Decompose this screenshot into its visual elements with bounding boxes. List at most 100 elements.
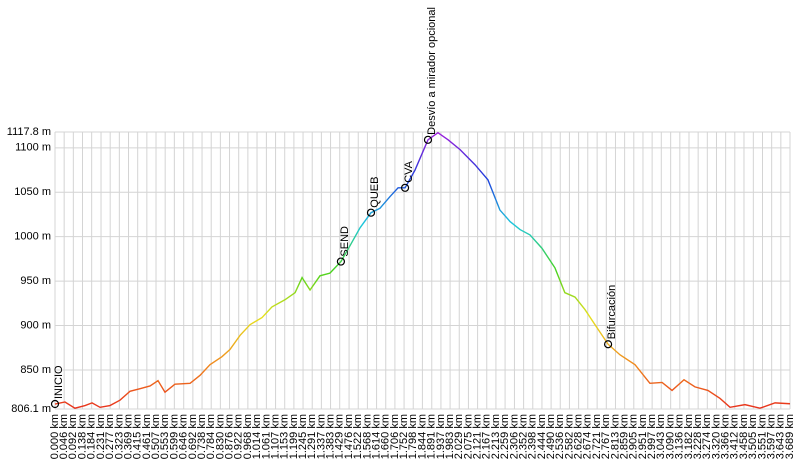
- x-tick-label: 2.767 km: [600, 414, 612, 459]
- waypoint: [50, 399, 60, 409]
- waypoint: [336, 257, 346, 266]
- x-tick-label: 2.306 km: [508, 414, 520, 459]
- x-tick-label: 1.061 km: [260, 414, 272, 459]
- x-tick-label: 2.352 km: [518, 414, 530, 459]
- x-tick-label: 1.429 km: [334, 414, 346, 459]
- x-tick-label: 3.090 km: [665, 414, 677, 459]
- x-tick-label: 1.476 km: [343, 414, 355, 459]
- y-tick-label: 1100 m: [15, 142, 51, 154]
- x-tick-label: 0.461 km: [141, 414, 153, 459]
- x-tick-label: 3.597 km: [766, 414, 778, 459]
- y-tick-label: 900 m: [20, 319, 51, 331]
- x-tick-label: 1.891 km: [426, 414, 438, 459]
- waypoint: [400, 183, 410, 192]
- x-tick-label: 0.415 km: [132, 414, 144, 459]
- x-tick-label: 1.568 km: [361, 414, 373, 459]
- x-tick-label: 1.983 km: [444, 414, 456, 459]
- x-tick-label: 2.905 km: [628, 414, 640, 459]
- waypoint: [366, 208, 376, 217]
- x-tick-label: 1.614 km: [370, 414, 382, 459]
- x-tick-label: 3.228 km: [692, 414, 704, 459]
- waypoint-label: QUEB: [369, 177, 381, 208]
- x-tick-label: 2.582 km: [563, 414, 575, 459]
- x-tick-label: 0.876 km: [223, 414, 235, 459]
- x-tick-label: 3.136 km: [674, 414, 686, 459]
- x-tick-label: 0.922 km: [233, 414, 245, 459]
- x-tick-label: 1.937 km: [435, 414, 447, 459]
- x-tick-label: 3.412 km: [729, 414, 741, 459]
- x-tick-label: 0.046 km: [58, 414, 70, 459]
- x-tick-label: 0.369 km: [122, 414, 134, 459]
- x-tick-label: 1.014 km: [251, 414, 263, 459]
- x-tick-label: 2.721 km: [591, 414, 603, 459]
- x-tick-label: 0.830 km: [214, 414, 226, 459]
- y-tick-label: 1000 m: [14, 231, 51, 243]
- x-tick-label: 2.859 km: [619, 414, 631, 459]
- x-tick-label: 1.291 km: [306, 414, 318, 459]
- x-tick-label: 2.951 km: [637, 414, 649, 459]
- x-tick-label: 2.813 km: [609, 414, 621, 459]
- waypoint-label: INICIO: [53, 365, 65, 399]
- x-tick-label: 3.320 km: [710, 414, 722, 459]
- x-tick-label: 1.199 km: [288, 414, 300, 459]
- x-tick-label: 2.674 km: [582, 414, 594, 459]
- x-tick-label: 1.844 km: [416, 414, 428, 459]
- x-tick-label: 2.536 km: [554, 414, 566, 459]
- x-tick-label: 0.646 km: [178, 414, 190, 459]
- y-tick-label: 950 m: [20, 275, 51, 287]
- x-tick-label: 0.692 km: [187, 414, 199, 459]
- x-tick-label: 2.444 km: [536, 414, 548, 459]
- waypoint-label: CVA: [403, 160, 415, 182]
- x-tick-label: 1.153 km: [279, 414, 291, 459]
- waypoint: [423, 135, 433, 144]
- x-tick-label: 2.259 km: [499, 414, 511, 459]
- waypoint-label: SEND: [339, 226, 351, 257]
- x-tick-label: 3.274 km: [701, 414, 713, 459]
- x-tick-label: 2.398 km: [527, 414, 539, 459]
- x-tick-label: 0.738 km: [196, 414, 208, 459]
- x-tick-label: 2.121 km: [471, 414, 483, 459]
- x-tick-label: 3.458 km: [738, 414, 750, 459]
- x-tick-label: 0.553 km: [159, 414, 171, 459]
- waypoint-label: Desvío a mirador opcional: [426, 7, 438, 135]
- x-tick-label: 1.107 km: [269, 414, 281, 459]
- x-tick-label: 2.029 km: [453, 414, 465, 459]
- x-tick-label: 0.507 km: [150, 414, 162, 459]
- x-tick-label: 0.599 km: [168, 414, 180, 459]
- y-tick-label: 1117.8 m: [7, 126, 51, 138]
- x-tick-label: 2.628 km: [573, 414, 585, 459]
- x-tick-label: 1.660 km: [380, 414, 392, 459]
- x-tick-label: 3.182 km: [683, 414, 695, 459]
- x-tick-label: 0.000 km: [49, 414, 61, 459]
- x-tick-label: 2.167 km: [481, 414, 493, 459]
- x-tick-label: 3.689 km: [784, 414, 796, 459]
- x-tick-label: 2.213 km: [490, 414, 502, 459]
- x-tick-label: 2.075 km: [462, 414, 474, 459]
- x-tick-label: 3.043 km: [655, 414, 667, 459]
- x-tick-label: 3.366 km: [720, 414, 732, 459]
- waypoint: [603, 340, 613, 349]
- x-tick-label: 1.245 km: [297, 414, 309, 459]
- x-tick-label: 1.383 km: [324, 414, 336, 459]
- waypoint-label: Bifurcación: [606, 285, 618, 339]
- x-tick-label: 3.505 km: [747, 414, 759, 459]
- x-tick-label: 3.551 km: [756, 414, 768, 459]
- y-tick-label: 1050 m: [14, 186, 51, 198]
- x-tick-label: 0.138 km: [76, 414, 88, 459]
- y-tick-label: 850 m: [20, 364, 51, 376]
- x-tick-label: 2.490 km: [545, 414, 557, 459]
- elevation-line: [54, 131, 791, 409]
- x-tick-label: 0.277 km: [104, 414, 116, 459]
- x-tick-label: 1.798 km: [407, 414, 419, 459]
- x-tick-label: 0.184 km: [86, 414, 98, 459]
- x-tick-label: 0.231 km: [95, 414, 107, 459]
- x-tick-label: 0.968 km: [242, 414, 254, 459]
- x-tick-label: 0.323 km: [113, 414, 125, 459]
- x-tick-label: 0.092 km: [67, 414, 79, 459]
- x-tick-label: 3.643 km: [775, 414, 787, 459]
- x-tick-label: 2.997 km: [646, 414, 658, 459]
- y-tick-label: 806.1 m: [11, 403, 51, 415]
- x-tick-label: 0.784 km: [205, 414, 217, 459]
- x-tick-label: 1.337 km: [315, 414, 327, 459]
